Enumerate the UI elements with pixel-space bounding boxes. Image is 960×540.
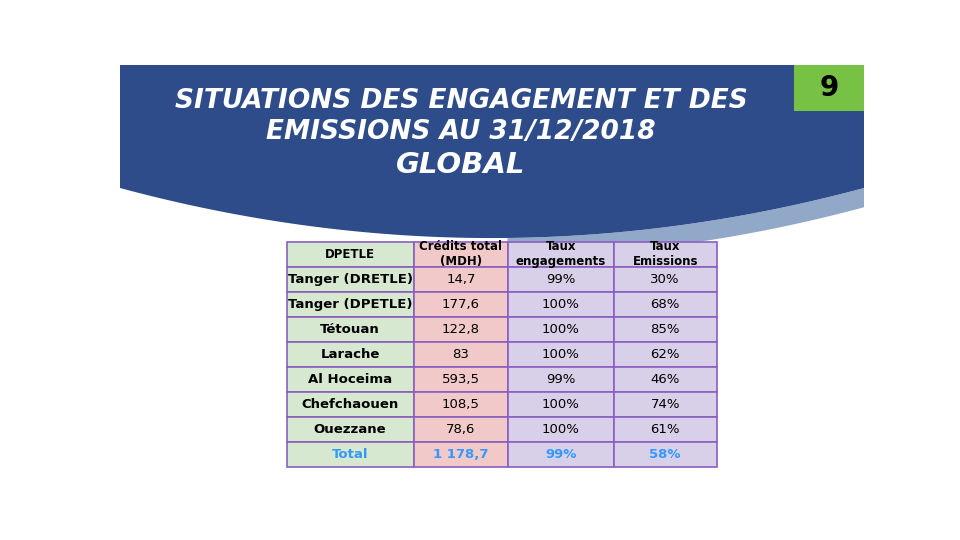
Text: SITUATIONS DES ENGAGEMENT ET DES: SITUATIONS DES ENGAGEMENT ET DES xyxy=(175,88,748,114)
Text: Tanger (DRETLE): Tanger (DRETLE) xyxy=(288,273,413,286)
Bar xyxy=(508,242,613,267)
Text: 61%: 61% xyxy=(650,423,680,436)
Text: 9: 9 xyxy=(820,74,839,102)
Text: Larache: Larache xyxy=(321,348,380,361)
Bar xyxy=(414,367,508,392)
Bar xyxy=(508,292,613,317)
Text: Crédits total
(MDH): Crédits total (MDH) xyxy=(420,240,502,268)
Text: 78,6: 78,6 xyxy=(446,423,475,436)
Text: 74%: 74% xyxy=(650,398,680,411)
Text: 100%: 100% xyxy=(541,298,580,311)
Bar xyxy=(414,442,508,467)
Text: 122,8: 122,8 xyxy=(442,323,480,336)
Bar xyxy=(508,392,613,417)
Bar xyxy=(414,342,508,367)
Text: EMISSIONS AU 31/12/2018: EMISSIONS AU 31/12/2018 xyxy=(266,119,656,145)
Text: 99%: 99% xyxy=(546,273,575,286)
Bar xyxy=(613,392,717,417)
Text: 177,6: 177,6 xyxy=(442,298,480,311)
Bar xyxy=(287,342,414,367)
Bar xyxy=(287,292,414,317)
Bar xyxy=(508,342,613,367)
Bar xyxy=(414,267,508,292)
Bar xyxy=(414,392,508,417)
Bar xyxy=(794,65,864,111)
Polygon shape xyxy=(120,65,864,238)
Text: 68%: 68% xyxy=(651,298,680,311)
Bar xyxy=(414,242,508,267)
Text: Total: Total xyxy=(332,448,369,461)
Text: 46%: 46% xyxy=(651,373,680,386)
Bar xyxy=(613,342,717,367)
Bar xyxy=(613,317,717,342)
Bar xyxy=(287,242,414,267)
Bar xyxy=(414,417,508,442)
Bar xyxy=(613,292,717,317)
Text: Chefchaouen: Chefchaouen xyxy=(301,398,398,411)
Bar xyxy=(613,417,717,442)
Text: Taux
engagements: Taux engagements xyxy=(516,240,606,268)
Bar xyxy=(287,442,414,467)
Bar xyxy=(414,317,508,342)
Text: 99%: 99% xyxy=(545,448,577,461)
Text: Ouezzane: Ouezzane xyxy=(314,423,386,436)
Text: 62%: 62% xyxy=(650,348,680,361)
Text: 100%: 100% xyxy=(541,398,580,411)
Bar xyxy=(287,267,414,292)
Bar xyxy=(287,317,414,342)
Text: 593,5: 593,5 xyxy=(442,373,480,386)
Text: Tanger (DPETLE): Tanger (DPETLE) xyxy=(288,298,412,311)
Text: Al Hoceima: Al Hoceima xyxy=(308,373,392,386)
Bar xyxy=(287,417,414,442)
Bar xyxy=(287,392,414,417)
Text: 100%: 100% xyxy=(541,348,580,361)
Text: Taux
Emissions: Taux Emissions xyxy=(633,240,698,268)
Polygon shape xyxy=(508,188,864,257)
Bar xyxy=(508,417,613,442)
Bar xyxy=(613,267,717,292)
Text: 100%: 100% xyxy=(541,323,580,336)
Bar xyxy=(508,267,613,292)
Bar xyxy=(508,367,613,392)
Text: DPETLE: DPETLE xyxy=(325,248,375,261)
Bar xyxy=(414,292,508,317)
Bar xyxy=(287,367,414,392)
Text: 30%: 30% xyxy=(650,273,680,286)
Bar xyxy=(613,442,717,467)
Text: 108,5: 108,5 xyxy=(442,398,480,411)
Bar xyxy=(120,65,864,188)
Text: 99%: 99% xyxy=(546,373,575,386)
Bar xyxy=(508,317,613,342)
Text: 100%: 100% xyxy=(541,423,580,436)
Text: 58%: 58% xyxy=(649,448,681,461)
Text: GLOBAL: GLOBAL xyxy=(396,151,526,179)
Text: Tétouan: Tétouan xyxy=(321,323,380,336)
Text: 83: 83 xyxy=(452,348,469,361)
Bar xyxy=(508,442,613,467)
Bar xyxy=(613,367,717,392)
Text: 14,7: 14,7 xyxy=(446,273,475,286)
Text: 85%: 85% xyxy=(650,323,680,336)
Bar xyxy=(613,242,717,267)
Text: 1 178,7: 1 178,7 xyxy=(433,448,489,461)
